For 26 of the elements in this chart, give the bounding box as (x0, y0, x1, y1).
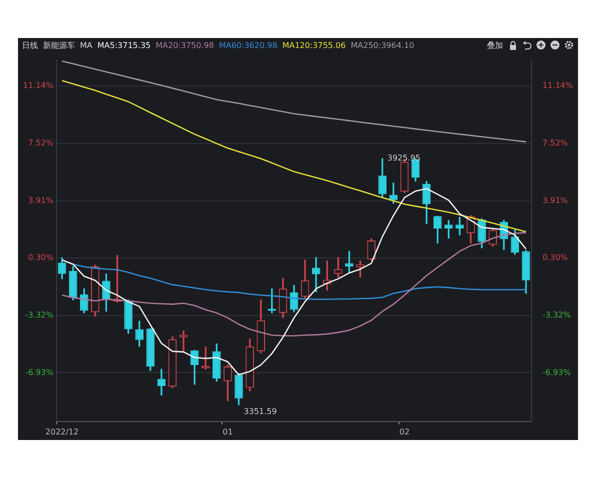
y2-tick-label: 11.14% (542, 81, 574, 90)
y2-tick-label: 0.30% (542, 253, 568, 262)
chart-title: 新能源车 (43, 40, 75, 50)
text: MA20:3750.98 (156, 40, 214, 50)
text: MA5:3715.35 (97, 40, 151, 50)
text: MA250:3964.10 (350, 40, 414, 50)
y2-tick-label: -6.93% (542, 368, 572, 377)
y-tick-label: 0.30% (28, 253, 54, 262)
text: MA120:3755.06 (282, 40, 346, 50)
annotation: 3351.59 (244, 406, 277, 416)
text: MA60:3620.98 (218, 40, 278, 50)
chart-subtitle: 日线 (22, 40, 38, 50)
x-tick-label: 2022/12 (45, 427, 79, 436)
y-tick-label: 3.91% (28, 196, 54, 205)
legend-title: MA (80, 40, 92, 50)
y-tick-label: 7.52% (28, 138, 54, 148)
annotation: 3925.95 (387, 154, 420, 163)
y2-tick-label: 3.91% (542, 196, 568, 205)
y-tick-label: -3.32% (25, 310, 54, 320)
y-tick-label: -6.93% (25, 368, 54, 377)
x-tick-label: 01 (222, 427, 233, 436)
y2-tick-label: -3.32% (542, 310, 572, 320)
text: 叠加 (487, 40, 503, 50)
x-tick-label: 02 (399, 427, 410, 436)
y-tick-label: 11.14% (22, 81, 54, 90)
y2-tick-label: 7.52% (542, 138, 568, 148)
